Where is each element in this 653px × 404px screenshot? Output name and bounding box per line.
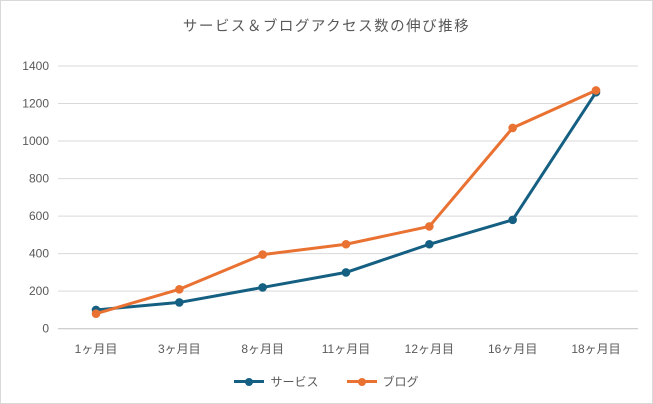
chart-title: サービス＆ブログアクセス数の伸び推移 [182,19,471,35]
x-tick-label: 16ヶ月目 [488,342,537,356]
y-tick-label: 1200 [22,97,49,111]
x-tick-label: 18ヶ月目 [571,342,620,356]
legend-label: サービス [270,375,319,389]
y-tick-label: 400 [29,247,49,261]
data-point [425,222,434,231]
legend-marker-line [346,377,377,386]
legend-label: ブログ [382,375,419,389]
data-point [341,268,351,277]
data-point [591,86,601,95]
y-tick-label: 0 [42,322,49,336]
legend-marker-line [234,377,265,386]
y-tick-label: 200 [29,284,49,298]
y-tick-label: 800 [29,172,49,186]
data-point [175,284,184,294]
legend-item-0: サービス [234,373,319,390]
series-group [91,86,601,318]
data-point [508,215,517,225]
y-tick-label: 1400 [22,59,49,73]
data-point [258,283,267,292]
legend-marker-dot [357,377,366,386]
data-point [175,298,184,307]
data-point [508,123,517,133]
legend: サービス ブログ [1,373,652,390]
x-tick-label: 11ヶ月目 [322,342,370,356]
x-tick-label: 3ヶ月目 [158,342,201,356]
y-tick-label: 600 [29,209,49,223]
legend-item-1: ブログ [346,373,419,390]
y-tick-label: 1000 [22,134,49,148]
x-axis-labels: 1ヶ月目 3ヶ月目 8ヶ月目 11ヶ月目 12ヶ月目 16ヶ月目 18ヶ月目 [75,342,621,356]
series-line-1 [94,88,598,316]
data-point [91,309,101,318]
x-tick-label: 1ヶ月目 [75,342,118,356]
y-axis-labels: 0 200 400 600 800 1000 1200 1400 [22,59,49,336]
data-point [341,239,351,249]
data-point [258,250,267,259]
x-tick-label: 8ヶ月目 [241,342,284,356]
legend-marker-dot [245,377,254,386]
x-tick-label: 12ヶ月目 [405,342,454,356]
gridlines [58,65,638,330]
data-point [425,239,434,249]
